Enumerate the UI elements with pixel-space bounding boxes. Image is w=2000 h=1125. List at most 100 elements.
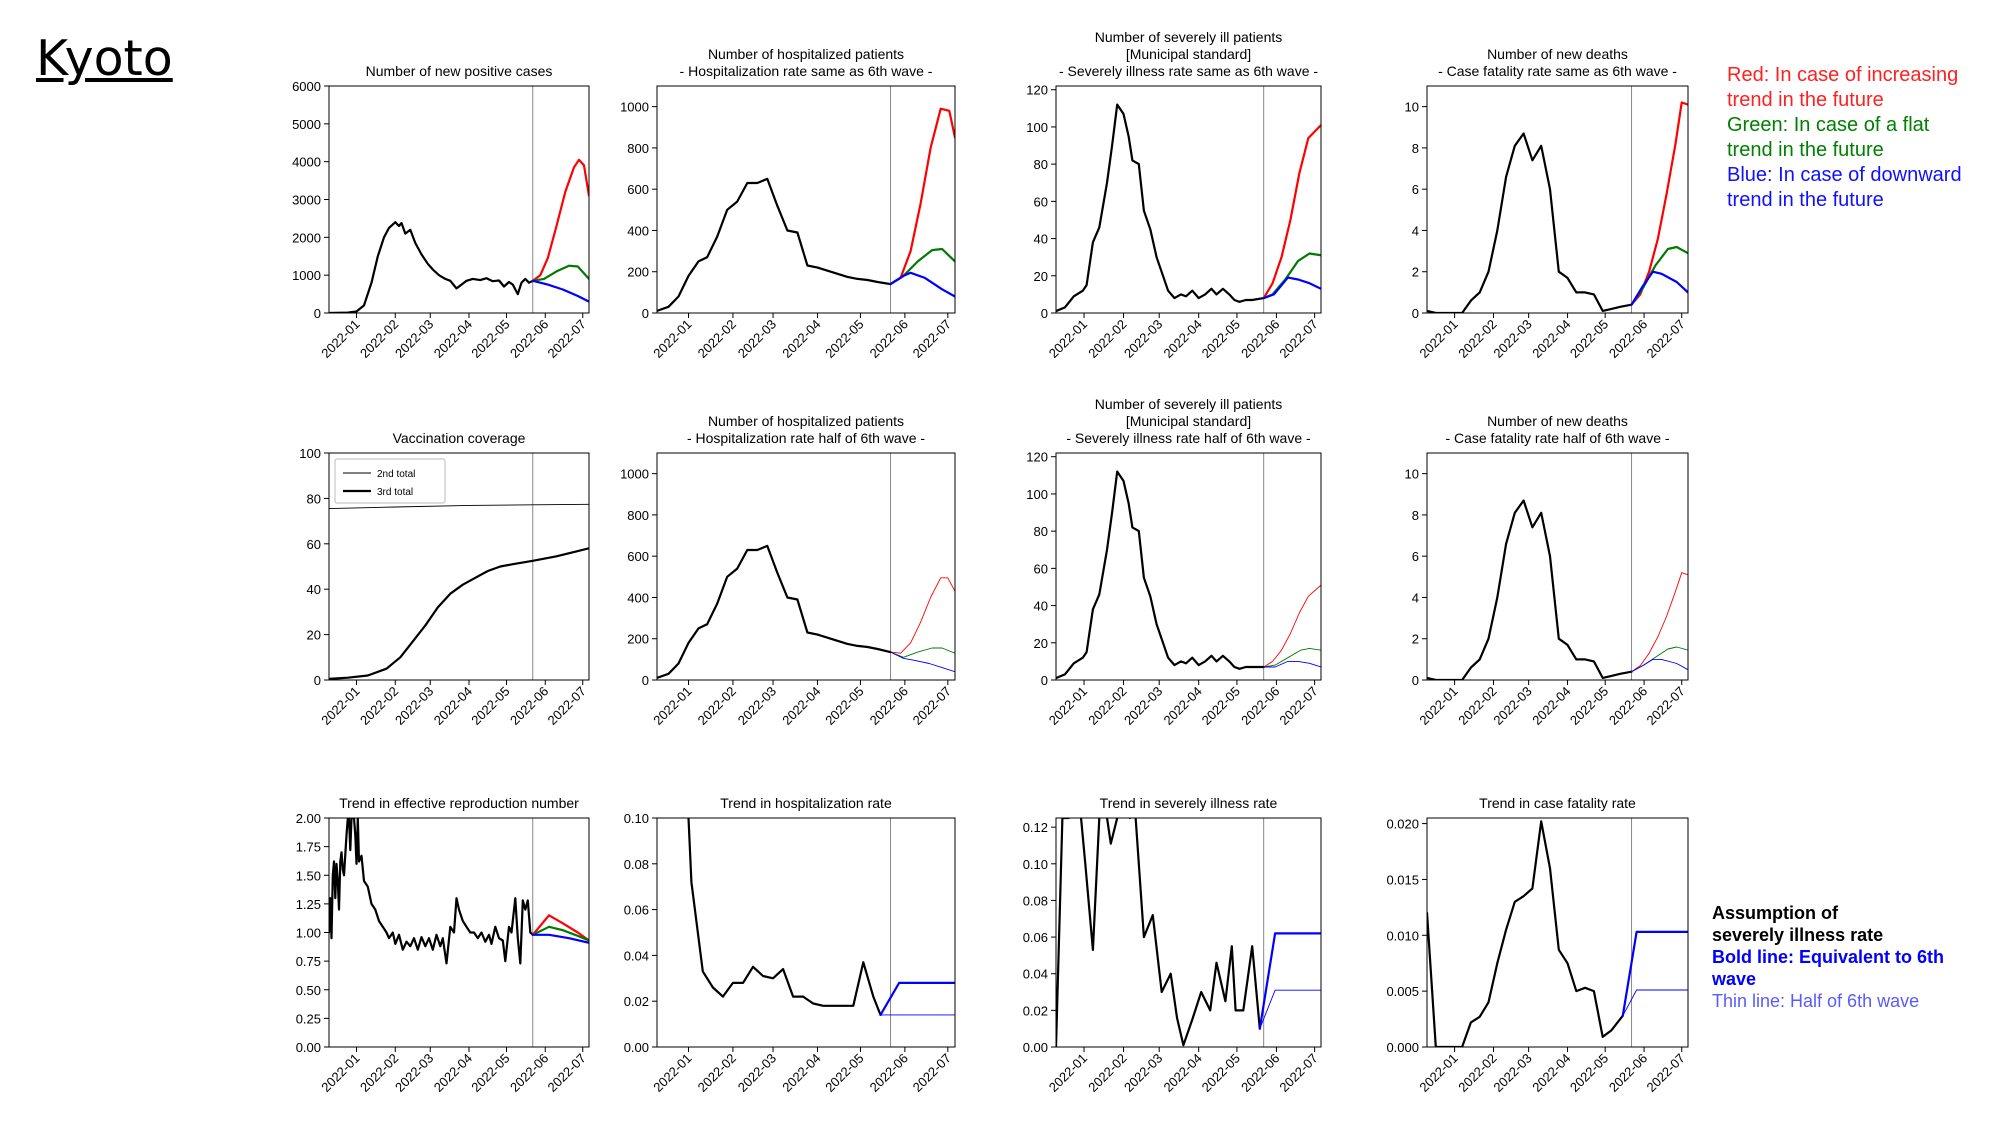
- y-tick-label: 0.10: [624, 811, 649, 826]
- series-line-red: [1263, 584, 1321, 668]
- series-line-green: [890, 647, 955, 658]
- y-tick-label: 0.000: [1386, 1040, 1419, 1055]
- legend-green-text: Green: In case of a flat trend in the fu…: [1727, 114, 1930, 161]
- series-line-black: [1056, 818, 1261, 1047]
- y-tick-label: 100: [1026, 120, 1048, 135]
- chart-title-line: Trend in hospitalization rate: [720, 795, 892, 811]
- series-line-black: [329, 547, 589, 680]
- plot-frame: [656, 817, 956, 1048]
- x-tick-label: 2022-07: [1276, 684, 1320, 728]
- series-line-black: [329, 818, 534, 965]
- chart-new-positive-cases: Number of new positive cases 0 1000 2000 300…: [292, 63, 590, 361]
- x-tick-label: 2022-07: [545, 684, 589, 728]
- y-tick-label: 2: [1412, 632, 1419, 647]
- y-tick-label: 0: [314, 306, 321, 321]
- chart-severely-ill-same: Number of severely ill patients[Municipa…: [1026, 29, 1322, 361]
- x-tick-label: 2022-01: [1416, 317, 1460, 361]
- y-tick-label: 600: [627, 549, 649, 564]
- y-tick-label: 120: [1026, 450, 1048, 465]
- y-tick-label: 0.04: [624, 948, 649, 963]
- chart-effective-reproduction: Trend in effective reproduction number 0.…: [296, 795, 590, 1095]
- y-tick-label: 0.02: [624, 994, 649, 1009]
- series-line-blue: [1631, 658, 1688, 673]
- x-tick-label: 2022-02: [1085, 1051, 1129, 1095]
- series-line-black: [657, 544, 892, 679]
- x-tick-label: 2022-04: [779, 1051, 823, 1095]
- series-line-red: [531, 914, 589, 942]
- y-tick-label: 1.00: [296, 926, 321, 941]
- y-tick-label: 0.50: [296, 983, 321, 998]
- x-tick-label: 2022-05: [822, 317, 866, 361]
- y-tick-label: 0: [1041, 306, 1048, 321]
- x-tick-label: 2022-02: [695, 684, 739, 728]
- series-line-blue: [879, 981, 955, 1016]
- y-tick-label: 0.75: [296, 954, 321, 969]
- legend-blue-text: Blue: In case of downward trend in the f…: [1727, 164, 1962, 211]
- series-line-red: [531, 158, 589, 282]
- y-tick-label: 400: [627, 223, 649, 238]
- x-tick-label: 2022-01: [318, 684, 362, 728]
- series-group: [1427, 101, 1688, 313]
- series-line-blue: [1263, 660, 1321, 668]
- chart-hospitalization-rate: Trend in hospitalization rate 0.00 0.02 0.0…: [624, 795, 956, 1095]
- chart-title-line: - Severely illness rate same as 6th wave…: [1059, 63, 1318, 79]
- x-tick-label: 2022-05: [468, 317, 512, 361]
- y-tick-label: 20: [1034, 269, 1048, 284]
- y-tick-label: 10: [1405, 100, 1419, 115]
- y-tick-label: 60: [307, 537, 321, 552]
- x-tick-label: 2022-02: [695, 1051, 739, 1095]
- x-tick-label: 2022-03: [1490, 317, 1534, 361]
- line-legend: Assumption of severely illness rate Bold…: [1712, 902, 1962, 1012]
- y-tick-label: 0.020: [1386, 817, 1419, 832]
- y-tick-label: 0.00: [1023, 1040, 1048, 1055]
- x-tick-label: 2022-02: [695, 317, 739, 361]
- y-tick-label: 0.08: [624, 857, 649, 872]
- series-group: [1056, 818, 1321, 1047]
- y-tick-label: 0.25: [296, 1011, 321, 1026]
- series-line-green: [531, 264, 589, 282]
- y-tick-label: 100: [299, 446, 321, 461]
- x-tick-label: 2022-03: [1121, 684, 1165, 728]
- chart-title-line: Trend in severely illness rate: [1100, 795, 1278, 811]
- y-tick-label: 0: [314, 673, 321, 688]
- y-tick-label: 6000: [292, 79, 321, 94]
- y-tick-label: 5000: [292, 117, 321, 132]
- x-tick-label: 2022-07: [1276, 1051, 1320, 1095]
- x-tick-label: 2022-05: [1567, 317, 1611, 361]
- chart-title-line: - Case fatality rate same as 6th wave -: [1438, 63, 1677, 79]
- y-tick-label: 2: [1412, 265, 1419, 280]
- x-tick-label: 2022-03: [1121, 1051, 1165, 1095]
- x-tick-label: 2022-07: [1276, 317, 1320, 361]
- y-tick-label: 0.00: [624, 1040, 649, 1055]
- chart-title-line: Trend in effective reproduction number: [339, 795, 579, 811]
- x-tick-label: 2022-05: [468, 1051, 512, 1095]
- x-tick-label: 2022-03: [1490, 1051, 1534, 1095]
- line-legend-thin: Thin line: Half of 6th wave: [1712, 991, 1920, 1011]
- plot-frame: [328, 85, 590, 314]
- line-legend-heading: Assumption of severely illness rate: [1712, 903, 1884, 945]
- y-tick-label: 1.75: [296, 840, 321, 855]
- series-group: [1427, 499, 1688, 680]
- y-tick-label: 8: [1412, 508, 1419, 523]
- x-tick-label: 2022-06: [1238, 684, 1282, 728]
- legend-label: 2nd total: [377, 469, 415, 480]
- x-tick-label: 2022-03: [1490, 684, 1534, 728]
- x-tick-label: 2022-03: [735, 317, 779, 361]
- legend-label: 3rd total: [377, 487, 413, 498]
- x-tick-label: 2022-04: [1529, 1051, 1573, 1095]
- series-line-red: [1262, 123, 1321, 300]
- x-tick-label: 2022-01: [1416, 684, 1460, 728]
- series-line-blue: [1262, 276, 1321, 300]
- chart-severely-ill-half: Number of severely ill patients[Municipa…: [1026, 396, 1322, 728]
- x-tick-label: 2022-06: [1238, 1051, 1282, 1095]
- series-group: [329, 818, 589, 965]
- y-tick-label: 4000: [292, 155, 321, 170]
- series-line-blue: [531, 933, 589, 944]
- x-tick-label: 2022-04: [1529, 684, 1573, 728]
- x-tick-label: 2022-01: [318, 317, 362, 361]
- y-tick-label: 0: [642, 673, 649, 688]
- x-tick-label: 2022-01: [1416, 1051, 1460, 1095]
- plot-frame: [1055, 817, 1322, 1048]
- y-tick-label: 0.015: [1386, 872, 1419, 887]
- y-tick-label: 6: [1412, 549, 1419, 564]
